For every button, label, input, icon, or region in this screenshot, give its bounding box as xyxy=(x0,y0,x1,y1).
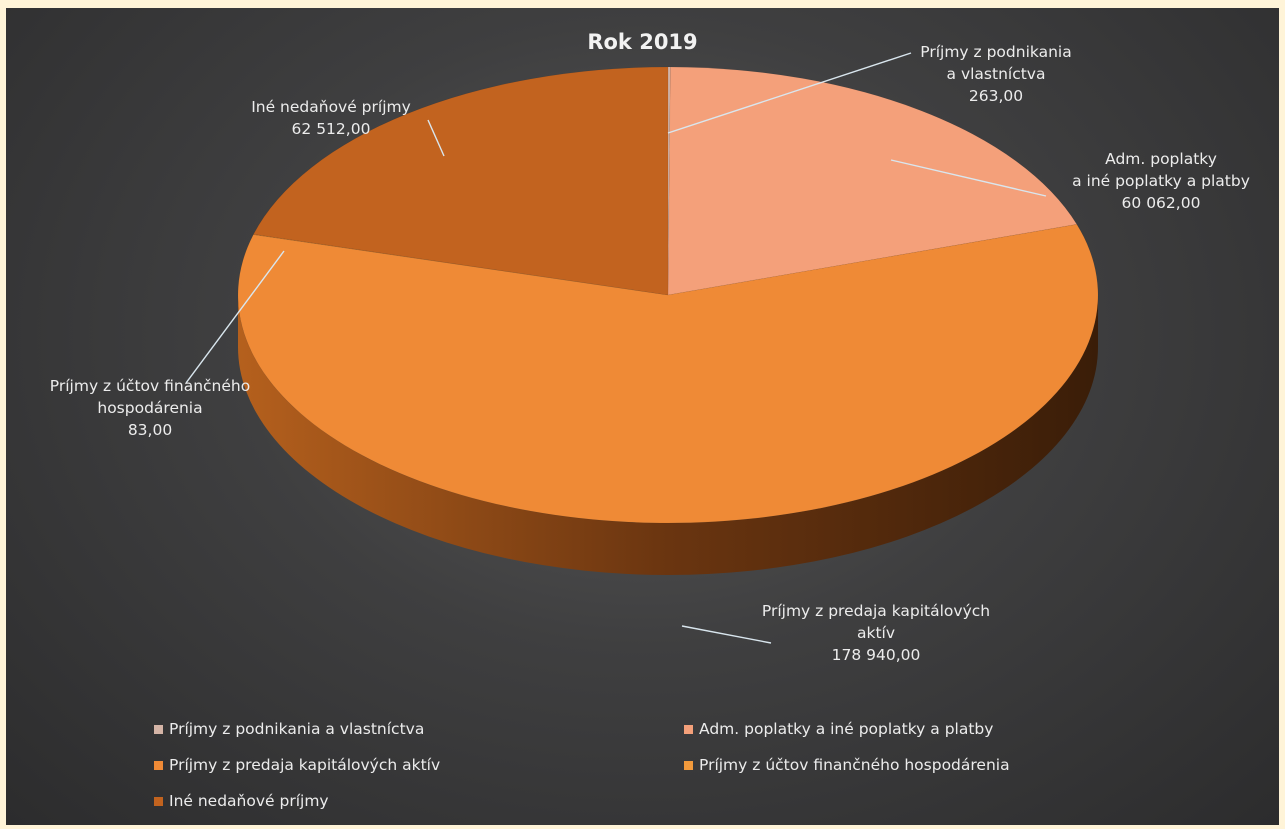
data-label-prijmy-z-predaja: Príjmy z predaja kapitálových aktív 178 … xyxy=(761,602,991,664)
legend-label: Adm. poplatky a iné poplatky a platby xyxy=(699,720,994,738)
legend-label: Iné nedaňové príjmy xyxy=(169,792,329,810)
leader-line xyxy=(890,159,1047,197)
pie-chart xyxy=(185,52,1099,644)
legend-swatch xyxy=(154,796,163,806)
pie-slice xyxy=(253,66,669,296)
data-label-ine-nedanove: Iné nedaňové príjmy 62 512,00 xyxy=(251,98,411,138)
data-label-prijmy-z-podnikania: Príjmy z podnikania a vlastníctva 263,00 xyxy=(920,43,1072,105)
legend-item: Príjmy z predaja kapitálových aktív xyxy=(154,756,440,774)
legend-swatch xyxy=(154,760,163,770)
chart-title: Rok 2019 xyxy=(587,30,698,54)
legend-item: Príjmy z účtov finančného hospodárenia xyxy=(684,756,1010,774)
pie-side-wall xyxy=(238,295,1098,575)
chart-area: Rok 2019 Príjmy z podnikania a vlastníct… xyxy=(6,8,1279,825)
leader-line xyxy=(427,119,445,157)
pie-slice xyxy=(667,66,1078,296)
data-label-adm-poplatky: Adm. poplatky a iné poplatky a platby 60… xyxy=(1072,150,1250,212)
legend-item: Príjmy z podnikania a vlastníctva xyxy=(154,720,424,738)
legend-item: Iné nedaňové príjmy xyxy=(154,792,329,810)
leader-line xyxy=(681,625,772,644)
legend-label: Príjmy z podnikania a vlastníctva xyxy=(169,720,425,738)
legend-label: Príjmy z predaja kapitálových aktív xyxy=(169,756,441,774)
pie-slice xyxy=(252,233,669,296)
legend-swatch xyxy=(684,724,693,734)
legend-swatch xyxy=(154,724,163,734)
leader-line xyxy=(667,52,912,134)
leader-line xyxy=(185,250,285,384)
legend-label: Príjmy z účtov finančného hospodárenia xyxy=(699,756,1010,774)
legend-item: Adm. poplatky a iné poplatky a platby xyxy=(684,720,993,738)
pie-slice xyxy=(667,66,671,296)
pie-slice xyxy=(237,224,1099,524)
legend-swatch xyxy=(684,760,693,770)
data-label-prijmy-z-uctov: Príjmy z účtov finančného hospodárenia 8… xyxy=(49,377,251,439)
